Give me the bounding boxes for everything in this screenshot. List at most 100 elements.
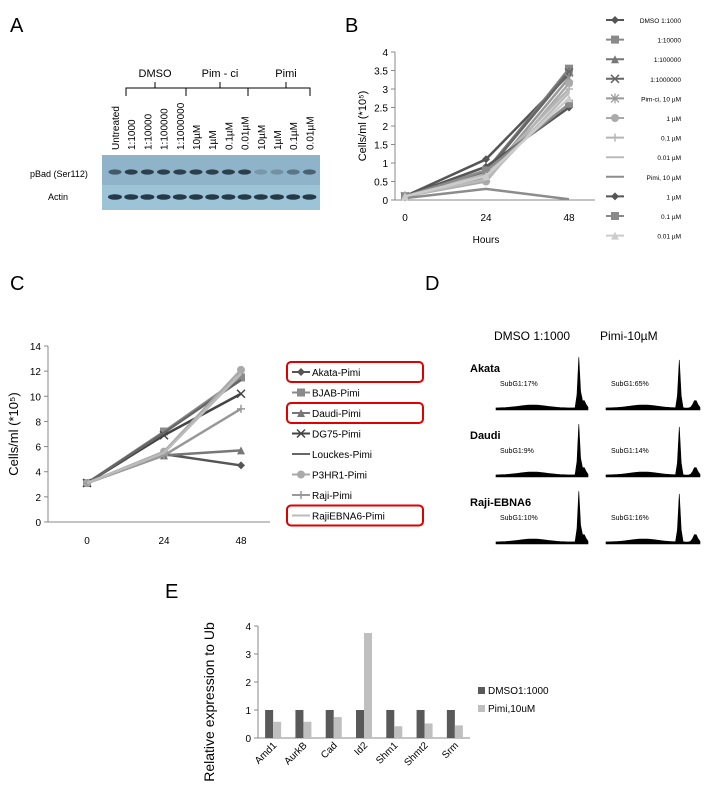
chart-b-ytick-label-6: 3 (382, 85, 388, 96)
actin-band-10 (270, 194, 284, 200)
chart-e-legend-label-0: DMSO1:1000 (488, 686, 549, 697)
chart-c-legend-label-2: Daudi-Pimi (312, 409, 361, 420)
chart-b-point-11-2 (565, 94, 573, 103)
chart-c-legend-marker-0 (297, 368, 305, 376)
chart-b-legend-marker-3 (610, 74, 620, 84)
chart-c-point-0-2 (237, 461, 245, 470)
facs-histograms: Akata SubG1:17% SubG1:65% Daudi SubG1:9% SubG… (470, 357, 701, 545)
chart-c-legend-label-6: Raji-Pimi (312, 491, 352, 502)
actin-band-11 (286, 194, 301, 200)
actin-band-1 (124, 194, 139, 200)
chart-e-bar-aurkb-1 (303, 721, 312, 738)
facs-subg1-right-0: SubG1:65% (611, 381, 649, 388)
pbad-band-5 (189, 169, 203, 175)
chart-e-bar-amd1-1 (273, 721, 282, 738)
actin-band-3 (156, 194, 171, 200)
pbad-band-4 (173, 169, 187, 175)
pbad-band-2 (140, 169, 154, 175)
chart-b-ytick-label-1: 0.5 (374, 178, 388, 189)
lane-label-1: 1:1000 (127, 119, 138, 150)
chart-b-legend-marker-5 (611, 114, 619, 122)
chart-b-legend-marker-4 (610, 93, 620, 104)
chart-e-bar-amd1-0 (265, 710, 274, 738)
actin-band-2 (140, 194, 155, 200)
chart-b-point-11-0 (401, 192, 409, 201)
chart-b-series-line-8 (404, 187, 570, 201)
actin-band-8 (237, 194, 252, 200)
chart-c-legend-label-1: BJAB-Pimi (312, 389, 360, 400)
chart-b-legend-label-2: 1:100000 (654, 57, 681, 64)
facs-subg1-left-0: SubG1:17% (500, 381, 538, 388)
chart-b-xtick-label-1: 24 (480, 213, 492, 224)
group-label-pimi: Pimi (275, 68, 296, 80)
pbad-band-3 (157, 169, 171, 175)
group-label-dmso: DMSO (139, 68, 172, 80)
chart-c-legend-label-4: Louckes-Pimi (312, 450, 372, 461)
panel-c-letter: C (10, 273, 24, 295)
actin-band-5 (189, 194, 203, 200)
lane-label-0: Untreated (111, 106, 122, 150)
actin-band-12 (302, 194, 317, 200)
chart-e-ytick-label-2: 2 (245, 678, 251, 689)
chart-b-legend-marker-9 (611, 192, 619, 201)
chart-e-bar-aurkb-0 (295, 710, 304, 738)
chart-b-point-6-2 (565, 85, 573, 93)
chart-e-ytick-label-0: 0 (245, 734, 251, 745)
chart-e-bar-srm-0 (446, 710, 455, 738)
chart-b-ytick-label-5: 2.5 (374, 104, 388, 115)
pbad-band-7 (221, 169, 235, 175)
chart-b-ytick-label-3: 1.5 (374, 141, 388, 152)
panel-e: E 0 1 2 3 4 Relative expression to Ub Amd1 Aurk… (165, 581, 549, 782)
facs-histogram-2-1 (605, 493, 701, 545)
chart-c-legend-marker-6 (297, 491, 305, 499)
chart-e-xtick-label-2: Cad (319, 740, 340, 761)
chart-b-ytick-label-8: 4 (382, 48, 388, 59)
chart-c-point-3-2 (236, 389, 246, 399)
chart-e-xtick-label-1: AurkB (283, 740, 310, 767)
panel-a: A DMSO Pim - ci Pimi Untreated 1:1000 1:10… (10, 15, 320, 210)
actin-band-6 (205, 194, 220, 200)
chart-c-ytick-label-2: 4 (35, 468, 41, 479)
chart-e-xtick-label-6: Srm (440, 740, 461, 761)
pbad-band-11 (286, 169, 300, 175)
facs-row-label-2: Raji-EBNA6 (470, 497, 531, 509)
actin-band-4 (172, 194, 187, 200)
chart-b-legend-marker-1 (611, 35, 619, 44)
chart-c-xtick-label-1: 24 (158, 536, 170, 547)
chart-c-legend-highlight-0 (286, 361, 424, 383)
chart-c-ytick-label-7: 14 (30, 342, 42, 353)
chart-e-xtick-label-0: Amd1 (253, 740, 280, 767)
lane-label-7: 0.1µM (224, 122, 235, 150)
chart-b-legend-label-1: 1:10000 (658, 38, 682, 45)
chart-e-bar-shmt2-0 (416, 710, 425, 738)
facs-row-label-1: Daudi (470, 430, 501, 442)
chart-c-ytick-label-3: 6 (35, 443, 41, 454)
lane-label-10: 1µM (273, 130, 284, 150)
chart-c-legend-label-7: RajiEBNA6-Pimi (312, 512, 385, 523)
chart-b-point-0-1 (482, 155, 490, 164)
lane-labels: Untreated 1:1000 1:10000 1:100000 1:1000000 1… (111, 102, 316, 150)
chart-b-legend-label-6: 0.1 µM (661, 136, 681, 143)
chart-b-point-5-2 (565, 79, 573, 88)
panel-a-letter: A (10, 15, 24, 37)
facs-row-label-0: Akata (470, 363, 501, 375)
panel-b-letter: B (345, 15, 358, 37)
chart-b-legend-marker-0 (611, 16, 619, 24)
chart-c-legend-label-0: Akata-Pimi (312, 368, 360, 379)
chart-c-legend-label-5: P3HR1-Pimi (312, 471, 367, 482)
chart-b-legend-marker-11 (611, 231, 619, 240)
pbad-band-10 (270, 169, 284, 175)
chart-e-xtick-label-4: Shm1 (374, 740, 401, 767)
chart-b-legend-marker-10 (611, 212, 619, 220)
actin-band-9 (253, 194, 268, 200)
chart-c-legend-marker-2 (297, 409, 305, 417)
chart-b-xtick-label-0: 0 (402, 213, 408, 224)
chart-b-legend-label-9: 1 µM (666, 194, 681, 201)
chart-e-bar-shm1-1 (394, 726, 403, 738)
chart-c-legend-label-3: DG75-Pimi (312, 430, 361, 441)
chart-c-point-5-2 (237, 365, 245, 374)
lane-label-3: 1:100000 (160, 108, 171, 150)
lane-label-12: 0.01µM (305, 116, 316, 150)
chart-c-series-line-6 (86, 407, 242, 485)
lane-label-5: 10µM (192, 125, 203, 150)
